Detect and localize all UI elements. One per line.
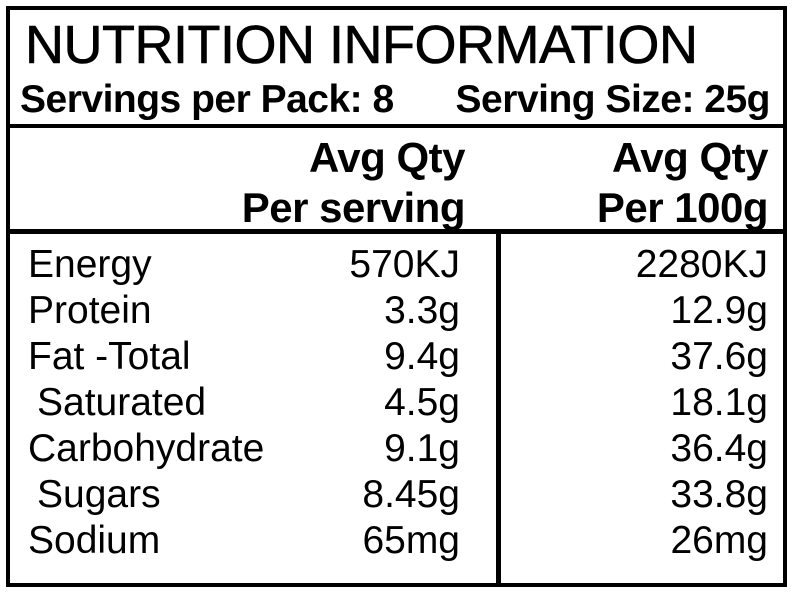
per-serving-value: 8.45g xyxy=(362,473,460,516)
per-serving-column: Energy 570KJ Protein 3.3g Fat -Total 9.4… xyxy=(10,234,501,583)
per-100g-value: 12.9g xyxy=(670,289,768,332)
per-serving-value: 4.5g xyxy=(384,381,460,424)
table-row: Sodium 65mg xyxy=(10,518,496,564)
per-100g-column: 2280KJ 12.9g 37.6g 18.1g 36.4g 33.8g 26m… xyxy=(501,234,783,583)
avg-qty-per-100g-line2: Per 100g xyxy=(596,184,769,231)
nutrient-label: Fat -Total xyxy=(28,335,191,378)
nutrition-label: NUTRITION INFORMATION Servings per Pack:… xyxy=(6,6,787,587)
per-100g-value: 37.6g xyxy=(670,335,768,378)
avg-qty-per-100g-line1: Avg Qty xyxy=(612,134,768,181)
nutrient-table: Energy 570KJ Protein 3.3g Fat -Total 9.4… xyxy=(10,234,783,583)
table-row: Carbohydrate 9.1g xyxy=(10,426,496,472)
table-row: Energy 570KJ xyxy=(10,242,496,288)
nutrient-label: Energy xyxy=(28,243,152,286)
nutrient-label: Carbohydrate xyxy=(28,427,265,470)
nutrient-label: Protein xyxy=(28,289,152,332)
table-row: Protein 3.3g xyxy=(10,288,496,334)
table-row: Fat -Total 9.4g xyxy=(10,334,496,380)
per-100g-value: 36.4g xyxy=(670,427,768,470)
per-100g-value: 26mg xyxy=(670,519,768,562)
table-row: Sugars 8.45g xyxy=(10,472,496,518)
per-serving-column-header: Avg Qty Per serving xyxy=(10,133,501,233)
table-row: Saturated 4.5g xyxy=(10,380,496,426)
per-100g-value: 33.8g xyxy=(670,473,768,516)
servings-line: Servings per Pack: 8 Serving Size: 25g xyxy=(20,78,771,122)
per-serving-value: 3.3g xyxy=(384,289,460,332)
serving-size: Serving Size: 25g xyxy=(455,78,771,121)
label-title: NUTRITION INFORMATION xyxy=(25,15,699,75)
label-header: NUTRITION INFORMATION Servings per Pack:… xyxy=(10,10,783,128)
per-serving-value: 65mg xyxy=(362,519,460,562)
nutrient-label: Saturated xyxy=(37,381,207,424)
avg-qty-per-serving-line2: Per serving xyxy=(241,184,466,231)
servings-per-pack: Servings per Pack: 8 xyxy=(20,78,394,121)
per-100g-value: 2280KJ xyxy=(635,243,768,286)
per-serving-value: 9.1g xyxy=(384,427,460,470)
column-headers: Avg Qty Per serving Avg Qty Per 100g xyxy=(10,128,783,234)
avg-qty-per-serving-line1: Avg Qty xyxy=(309,134,465,181)
per-serving-value: 9.4g xyxy=(384,335,460,378)
per-100g-value: 18.1g xyxy=(670,381,768,424)
per-serving-value: 570KJ xyxy=(349,243,460,286)
per-100g-column-header: Avg Qty Per 100g xyxy=(501,133,783,233)
nutrient-label: Sodium xyxy=(28,519,161,562)
nutrient-label: Sugars xyxy=(37,473,161,516)
